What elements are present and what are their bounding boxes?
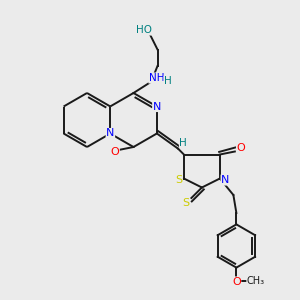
Text: HO: HO <box>136 25 152 35</box>
Text: S: S <box>175 175 182 185</box>
Text: H: H <box>164 76 172 86</box>
Text: O: O <box>236 143 245 153</box>
Text: N: N <box>106 128 115 139</box>
Text: NH: NH <box>149 73 164 83</box>
Text: N: N <box>153 101 161 112</box>
Text: O: O <box>232 277 241 287</box>
Text: H: H <box>179 137 187 148</box>
Text: O: O <box>110 146 119 157</box>
Text: S: S <box>182 198 189 208</box>
Text: N: N <box>221 175 230 185</box>
Text: CH₃: CH₃ <box>247 276 265 286</box>
